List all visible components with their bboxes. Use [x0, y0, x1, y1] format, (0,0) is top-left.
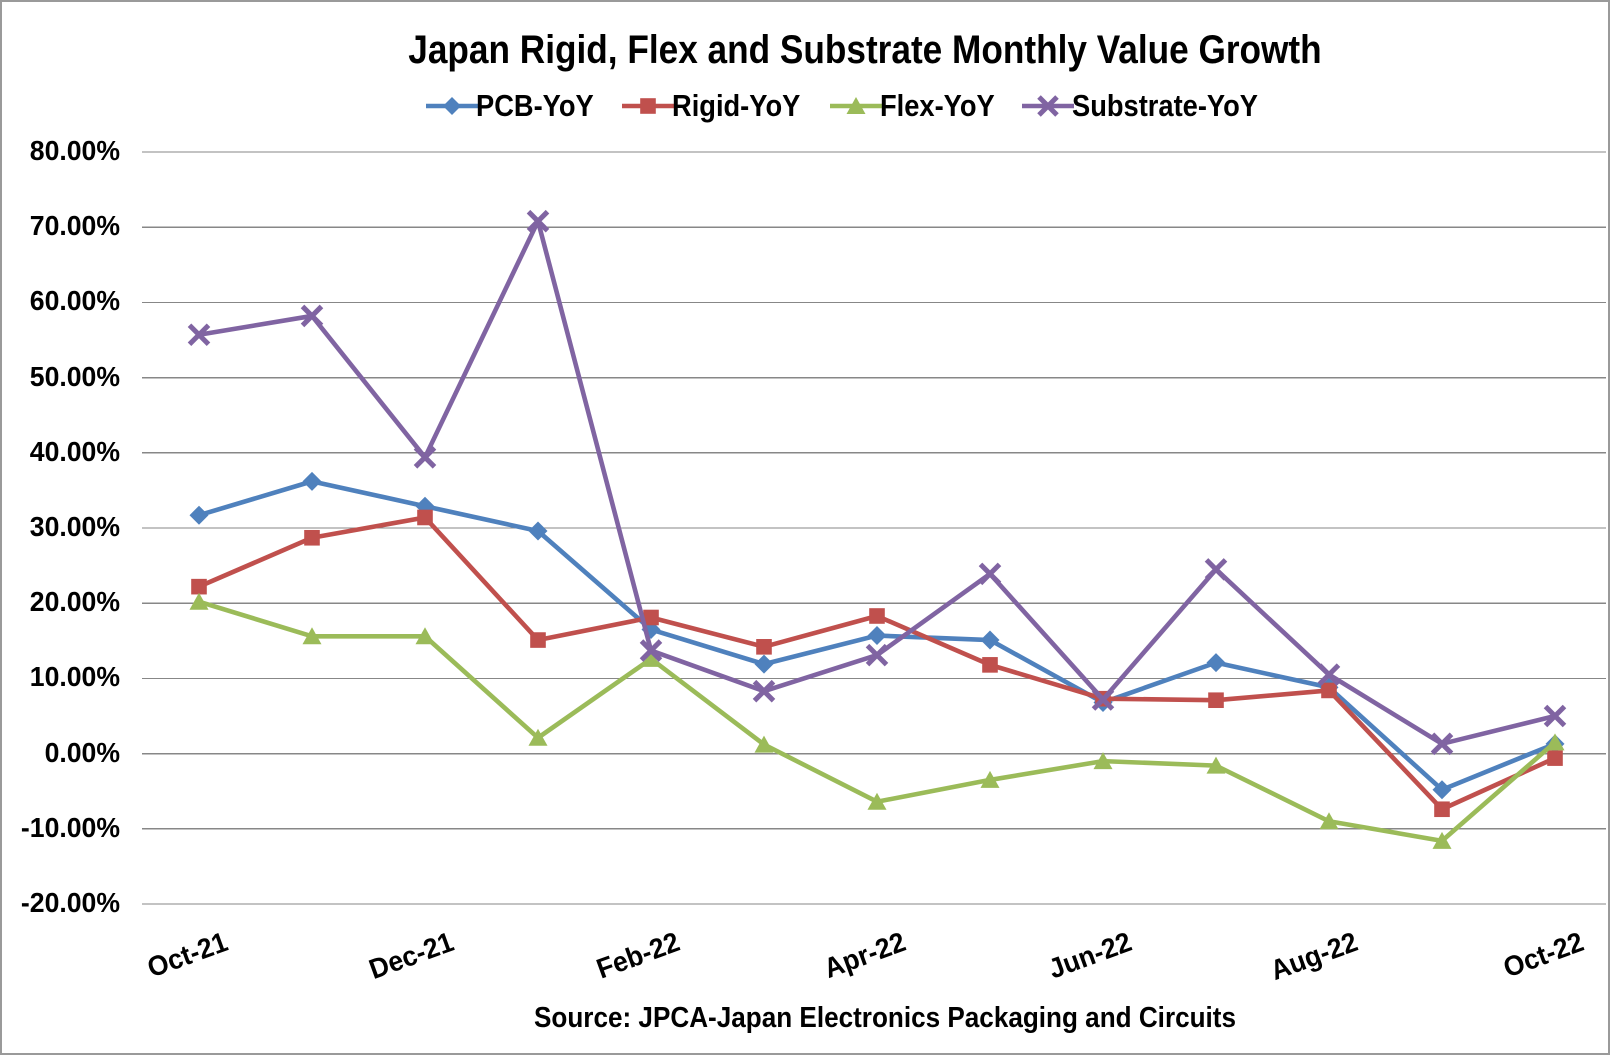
- legend-label-pcb-yoy: PCB-YoY: [476, 88, 595, 123]
- y-axis-tick-label: -10.00%: [20, 811, 120, 843]
- data-point-marker: [982, 657, 998, 673]
- data-point-marker: [1037, 95, 1060, 117]
- data-point-marker: [415, 496, 435, 516]
- data-point-marker: [302, 627, 322, 645]
- data-point-marker: [302, 471, 322, 491]
- y-axis-tick-label: 10.00%: [29, 661, 121, 693]
- data-point-marker: [528, 521, 548, 541]
- legend-item-flex-yoy[interactable]: Flex-YoY: [829, 88, 1010, 124]
- source-note-wrap: Source: JPCA-Japan Electronics Packaging…: [162, 1002, 1608, 1035]
- data-point-marker: [754, 654, 774, 674]
- y-axis-tick-label: -20.00%: [20, 887, 120, 918]
- data-point-marker: [300, 304, 324, 328]
- data-point-marker: [189, 592, 209, 610]
- data-point-marker: [1432, 831, 1452, 849]
- data-point-marker: [640, 98, 656, 114]
- data-point-marker: [1208, 692, 1224, 709]
- data-point-marker: [1545, 733, 1565, 751]
- data-point-marker: [1206, 653, 1226, 673]
- data-point-marker: [980, 630, 1000, 650]
- data-point-marker: [526, 209, 550, 233]
- data-point-marker: [1319, 812, 1339, 830]
- data-point-marker: [443, 97, 462, 115]
- data-point-marker: [1091, 688, 1115, 711]
- flex-yoy-legend-marker-icon: [829, 97, 882, 114]
- legend-label-substrate-yoy: Substrate-YoY: [1072, 88, 1259, 123]
- data-point-marker: [1317, 663, 1341, 686]
- y-axis-tick-label: 50.00%: [29, 360, 121, 392]
- data-point-marker: [304, 529, 320, 546]
- y-axis-tick-label: 40.00%: [29, 435, 121, 467]
- source-note: Source: JPCA-Japan Electronics Packaging…: [533, 1002, 1236, 1034]
- data-point-marker: [1432, 780, 1452, 800]
- data-point-marker: [530, 632, 546, 648]
- data-point-marker: [752, 679, 776, 703]
- data-point-marker: [869, 608, 885, 624]
- data-point-marker: [187, 323, 211, 347]
- legend-label-rigid-yoy: Rigid-YoY: [672, 88, 801, 123]
- data-point-marker: [417, 509, 433, 526]
- rigid-yoy-legend-marker-icon: [622, 98, 675, 114]
- y-axis-tick-label: 0.00%: [44, 736, 120, 768]
- legend-label-flex-yoy: Flex-YoY: [879, 88, 995, 123]
- y-axis-tick-label: 20.00%: [29, 586, 121, 618]
- data-point-marker: [980, 770, 1000, 788]
- data-point-marker: [1543, 704, 1567, 728]
- data-point-marker: [867, 792, 887, 810]
- chart-legend: PCB-YoY Rigid-YoY Flex-YoY Substrate-YoY: [102, 88, 1608, 124]
- data-point-marker: [639, 639, 663, 662]
- legend-item-pcb-yoy[interactable]: PCB-YoY: [426, 88, 610, 124]
- y-axis-tick-label: 70.00%: [29, 210, 121, 242]
- data-point-marker: [754, 735, 774, 753]
- data-point-marker: [1206, 756, 1226, 774]
- data-point-marker: [1547, 750, 1563, 766]
- y-axis-tick-label: 80.00%: [29, 135, 121, 166]
- data-point-marker: [643, 609, 659, 626]
- data-point-marker: [415, 627, 435, 645]
- data-point-marker: [528, 728, 548, 746]
- legend-item-rigid-yoy[interactable]: Rigid-YoY: [622, 88, 818, 124]
- data-point-marker: [1204, 558, 1228, 581]
- y-axis-tick-label: 60.00%: [29, 285, 121, 317]
- pcb-yoy-legend-marker-icon: [426, 97, 479, 115]
- data-point-marker: [846, 97, 866, 114]
- data-point-marker: [756, 639, 772, 655]
- data-point-marker: [1434, 801, 1450, 818]
- data-point-marker: [641, 649, 661, 667]
- legend-item-substrate-yoy[interactable]: Substrate-YoY: [1022, 88, 1283, 124]
- chart-title-wrap: Japan Rigid, Flex and Substrate Monthly …: [122, 28, 1608, 73]
- data-point-marker: [867, 626, 887, 646]
- chart-title: Japan Rigid, Flex and Substrate Monthly …: [408, 28, 1322, 72]
- data-point-marker: [189, 505, 209, 525]
- data-point-marker: [978, 562, 1002, 586]
- y-axis-tick-label: 30.00%: [29, 511, 121, 542]
- data-point-marker: [865, 643, 889, 667]
- data-point-marker: [1321, 682, 1337, 699]
- series-line-rigid-yoy: [196, 515, 1558, 812]
- data-point-marker: [1430, 732, 1454, 756]
- series-line-substrate-yoy: [196, 218, 1558, 747]
- data-point-marker: [1093, 752, 1113, 770]
- substrate-yoy-legend-marker-icon: [1022, 95, 1075, 117]
- data-point-marker: [191, 578, 207, 595]
- data-point-marker: [413, 446, 437, 469]
